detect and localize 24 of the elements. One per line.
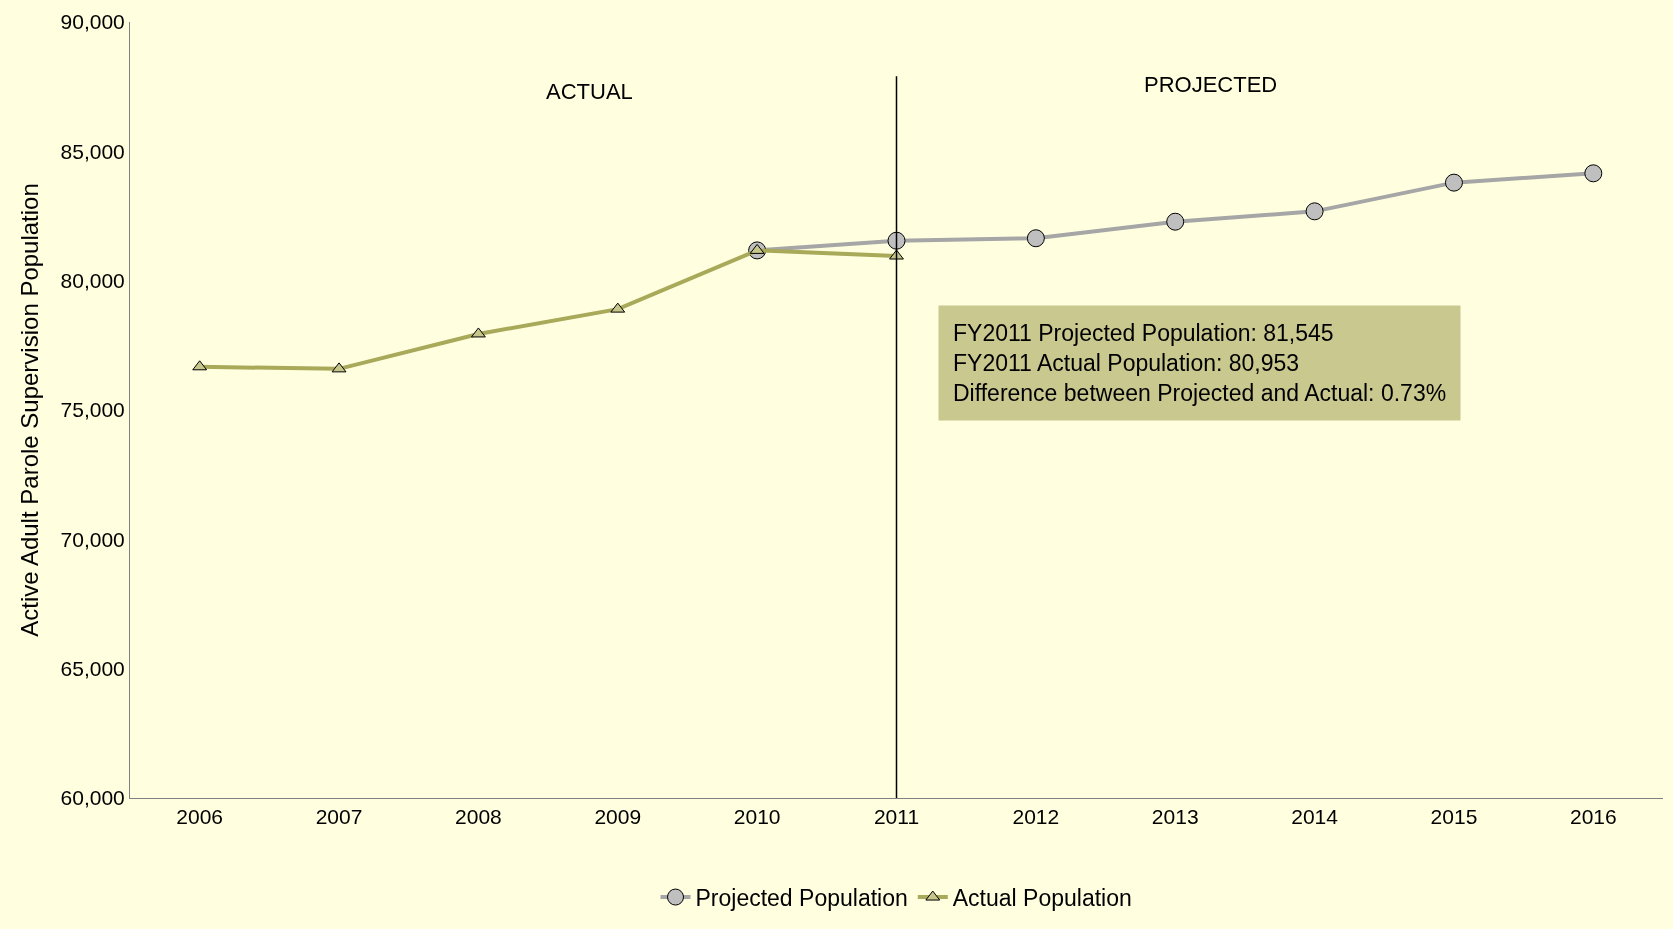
x-tick-label: 2011 — [873, 805, 920, 829]
y-tick-label: 80,000 — [60, 269, 125, 293]
x-tick-label: 2015 — [1430, 805, 1478, 829]
x-tick-label: 2013 — [1151, 805, 1199, 829]
y-tick-label: 60,000 — [60, 786, 125, 810]
x-tick-label: 2014 — [1291, 805, 1339, 829]
y-tick-label: 75,000 — [60, 398, 125, 422]
y-tick-label: 65,000 — [60, 657, 125, 681]
annotation: ACTUAL — [546, 79, 633, 104]
x-tick-label: 2008 — [455, 805, 502, 829]
annotation: PROJECTED — [1144, 72, 1278, 97]
x-tick-label: 2007 — [315, 805, 363, 829]
y-axis-title: Active Adult Parole Supervision Population — [15, 183, 43, 637]
y-tick-label: 85,000 — [60, 139, 125, 163]
legend-label: Projected Population — [695, 885, 908, 912]
x-tick-label: 2006 — [176, 805, 224, 829]
x-tick-label: 2009 — [594, 805, 642, 829]
x-tick-label: 2010 — [733, 805, 781, 829]
y-tick-label: 70,000 — [60, 527, 125, 551]
x-tick-label: 2016 — [1569, 805, 1617, 829]
y-tick-label: 90,000 — [60, 10, 125, 34]
legend-label: Actual Population — [952, 885, 1132, 912]
annotation: FY2011 Projected Population: 81,545 FY2011 Actual Population: 80,953 Difference between Projected and Actual: 0.73% — [953, 320, 1447, 406]
x-tick-label: 2012 — [1012, 805, 1060, 829]
